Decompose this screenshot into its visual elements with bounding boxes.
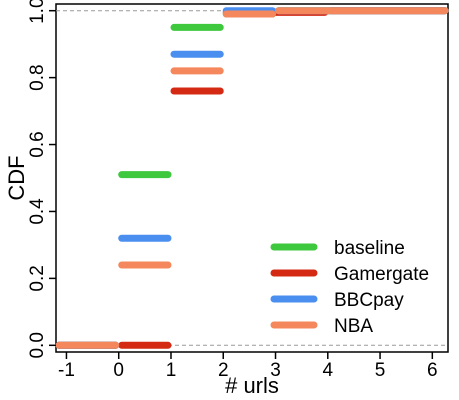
y-tick-label: 0.6: [27, 131, 48, 157]
series-layer: [55, 7, 449, 349]
legend-entry: BBCpay: [270, 290, 404, 311]
x-axis-title: # urls: [225, 373, 279, 398]
y-tick-label: 0.2: [27, 265, 48, 291]
legend: baseline Gamergate BBCpay NBA: [270, 238, 429, 337]
legend-entry: NBA: [270, 316, 373, 337]
x-tick-label: -1: [58, 360, 75, 381]
y-tick-label: 1.0: [27, 0, 48, 24]
legend-label: NBA: [334, 316, 373, 337]
x-tick-label: 0: [113, 360, 124, 381]
x-tick-label: 6: [427, 360, 438, 381]
x-axis: -1 0 1 2 3 4 5 6: [58, 352, 438, 381]
legend-label: Gamergate: [334, 264, 429, 285]
x-tick-label: 3: [270, 360, 281, 381]
legend-entry: Gamergate: [270, 264, 429, 285]
y-tick-label: 0.4: [27, 198, 48, 225]
legend-label: baseline: [334, 238, 405, 259]
y-tick-label: 0.0: [27, 332, 48, 358]
x-tick-label: 2: [218, 360, 229, 381]
legend-label: BBCpay: [334, 290, 404, 311]
y-axis-title: CDF: [4, 155, 29, 200]
y-tick-label: 0.8: [27, 64, 48, 90]
x-tick-label: 1: [166, 360, 177, 381]
y-axis: 0.0 0.2 0.4 0.6 0.8 1.0: [27, 0, 56, 359]
plot-frame: [55, 3, 449, 353]
x-tick-label: 4: [322, 360, 333, 381]
series-nba: [55, 7, 449, 349]
x-tick-label: 5: [375, 360, 386, 381]
legend-entry: baseline: [270, 238, 405, 259]
